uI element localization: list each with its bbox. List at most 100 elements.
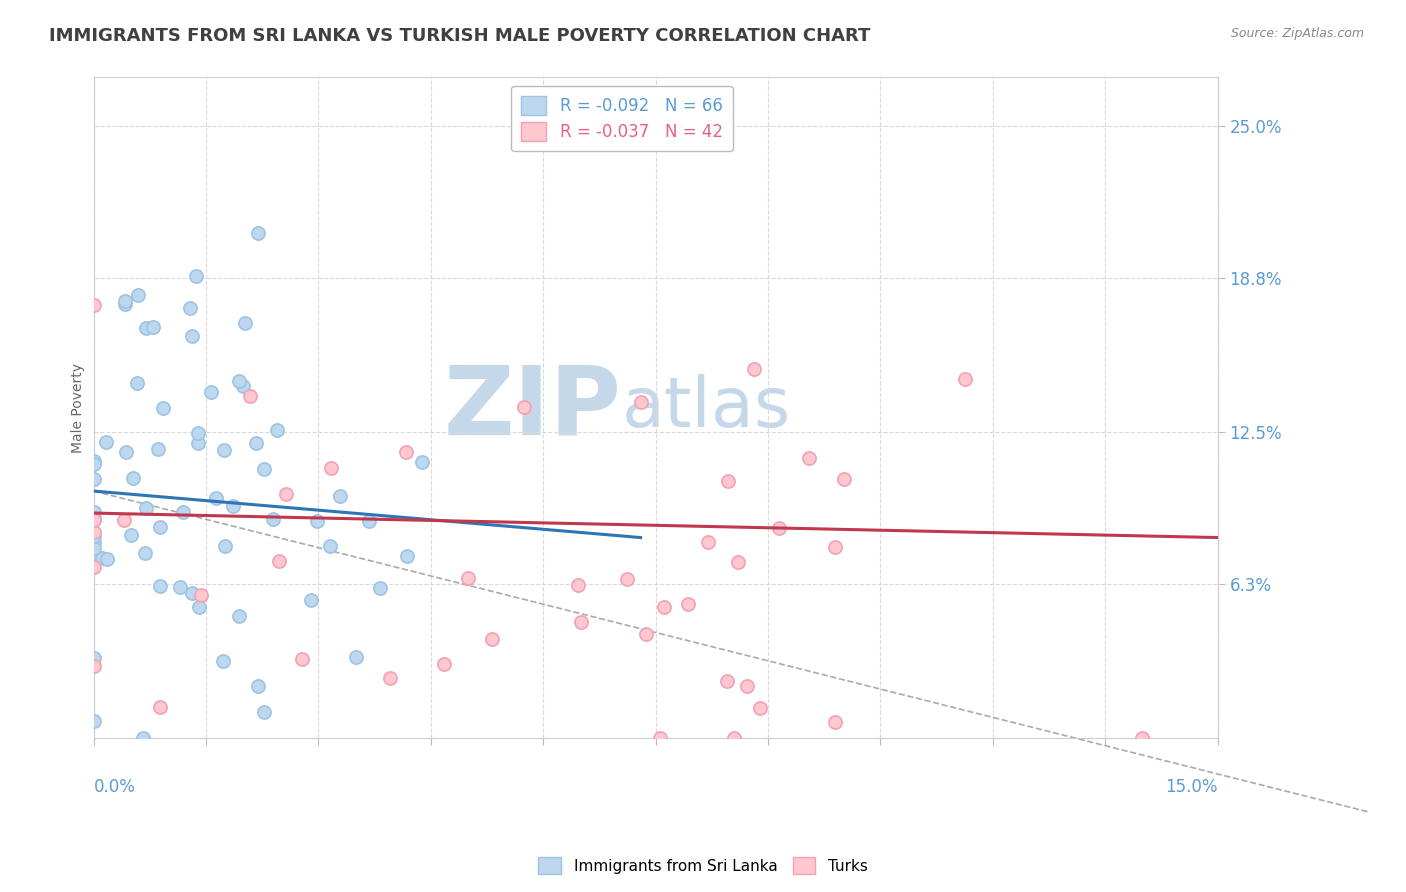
Point bbox=[457, 571, 479, 585]
Point bbox=[291, 651, 314, 665]
Point bbox=[723, 731, 745, 746]
Point bbox=[318, 539, 340, 553]
Point bbox=[368, 582, 391, 596]
Point bbox=[233, 316, 256, 330]
Point bbox=[616, 572, 638, 586]
Point bbox=[716, 673, 738, 688]
Point bbox=[83, 510, 105, 524]
Point bbox=[115, 444, 138, 458]
Point bbox=[127, 288, 149, 302]
Point bbox=[748, 701, 770, 715]
Point bbox=[96, 552, 118, 566]
Point bbox=[411, 455, 433, 469]
Point bbox=[83, 650, 105, 665]
Point bbox=[125, 376, 148, 390]
Point bbox=[228, 374, 250, 388]
Point bbox=[83, 541, 105, 556]
Point bbox=[222, 500, 245, 514]
Text: 0.0%: 0.0% bbox=[94, 778, 135, 796]
Point bbox=[276, 487, 298, 501]
Point bbox=[329, 489, 352, 503]
Point bbox=[114, 293, 136, 308]
Point bbox=[91, 551, 114, 566]
Point bbox=[83, 513, 105, 527]
Point bbox=[253, 705, 276, 719]
Point bbox=[245, 435, 267, 450]
Point bbox=[83, 525, 105, 540]
Point bbox=[634, 627, 657, 641]
Point bbox=[321, 461, 343, 475]
Point bbox=[214, 539, 236, 553]
Point bbox=[149, 520, 172, 534]
Point bbox=[1130, 731, 1153, 746]
Point bbox=[96, 434, 118, 449]
Point bbox=[83, 471, 105, 485]
Text: IMMIGRANTS FROM SRI LANKA VS TURKISH MALE POVERTY CORRELATION CHART: IMMIGRANTS FROM SRI LANKA VS TURKISH MAL… bbox=[49, 27, 870, 45]
Point bbox=[187, 425, 209, 440]
Point bbox=[188, 600, 211, 615]
Point bbox=[181, 329, 204, 343]
Point bbox=[132, 731, 155, 746]
Point bbox=[717, 474, 740, 488]
Point bbox=[83, 714, 105, 729]
Point bbox=[228, 609, 250, 624]
Point bbox=[239, 388, 262, 402]
Point bbox=[83, 298, 105, 312]
Point bbox=[305, 514, 328, 528]
Point bbox=[112, 513, 135, 527]
Point bbox=[299, 593, 322, 607]
Point bbox=[142, 319, 165, 334]
Point bbox=[832, 472, 855, 486]
Point bbox=[380, 671, 402, 685]
Point bbox=[513, 401, 536, 415]
Point bbox=[135, 320, 157, 334]
Point bbox=[697, 535, 720, 549]
Point bbox=[266, 423, 288, 437]
Point bbox=[262, 512, 284, 526]
Point bbox=[83, 505, 105, 519]
Point bbox=[799, 450, 821, 465]
Point bbox=[267, 554, 290, 568]
Text: atlas: atlas bbox=[621, 375, 792, 442]
Point bbox=[678, 598, 700, 612]
Text: 15.0%: 15.0% bbox=[1166, 778, 1218, 796]
Point bbox=[395, 445, 418, 459]
Point bbox=[83, 559, 105, 574]
Point bbox=[953, 372, 976, 386]
Legend: Immigrants from Sri Lanka, Turks: Immigrants from Sri Lanka, Turks bbox=[533, 851, 873, 880]
Point bbox=[83, 457, 105, 471]
Point bbox=[247, 227, 270, 241]
Point bbox=[190, 588, 212, 602]
Point bbox=[83, 529, 105, 543]
Text: ZIP: ZIP bbox=[444, 361, 621, 454]
Point bbox=[200, 385, 222, 400]
Point bbox=[359, 514, 381, 528]
Point bbox=[824, 541, 846, 555]
Point bbox=[652, 599, 675, 614]
Point bbox=[83, 550, 105, 565]
Point bbox=[481, 632, 503, 646]
Point bbox=[567, 578, 589, 592]
Point bbox=[648, 731, 671, 746]
Point bbox=[114, 297, 136, 311]
Point bbox=[135, 501, 157, 516]
Text: Source: ZipAtlas.com: Source: ZipAtlas.com bbox=[1230, 27, 1364, 40]
Point bbox=[152, 401, 174, 415]
Y-axis label: Male Poverty: Male Poverty bbox=[72, 363, 86, 453]
Point bbox=[172, 505, 194, 519]
Point bbox=[630, 395, 652, 409]
Point bbox=[735, 679, 758, 693]
Point bbox=[247, 679, 270, 693]
Point bbox=[742, 362, 765, 376]
Point bbox=[120, 528, 142, 542]
Point bbox=[179, 301, 201, 316]
Point bbox=[134, 546, 156, 560]
Point bbox=[187, 435, 209, 450]
Point bbox=[122, 471, 145, 485]
Point bbox=[149, 700, 172, 714]
Point bbox=[83, 555, 105, 569]
Point bbox=[149, 579, 172, 593]
Point bbox=[433, 657, 456, 671]
Point bbox=[83, 658, 105, 673]
Point bbox=[83, 534, 105, 549]
